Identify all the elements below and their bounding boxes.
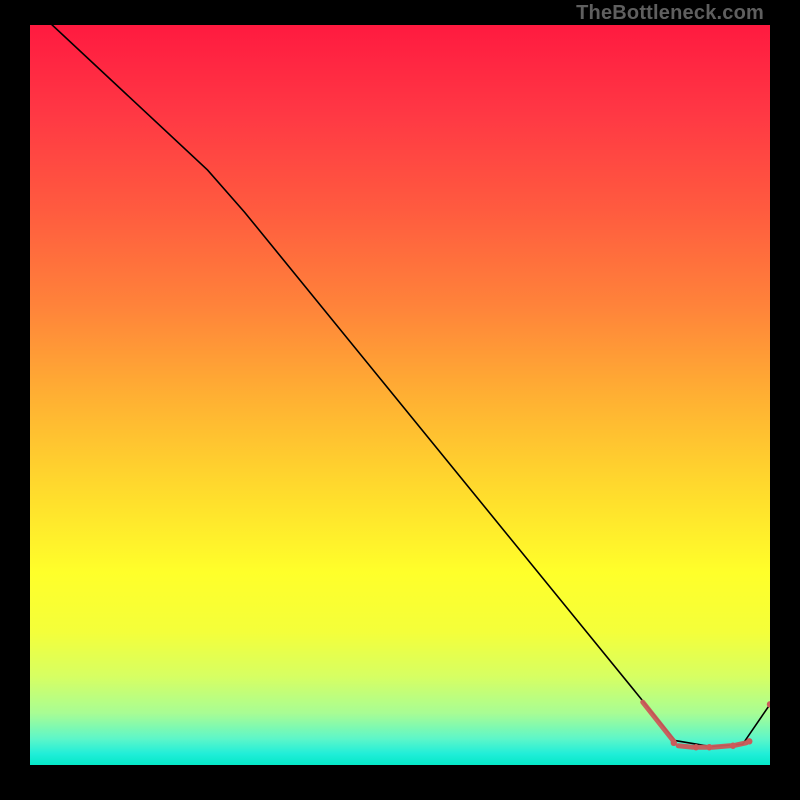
chart-background [30, 25, 770, 765]
overlay-segment [678, 746, 693, 747]
overlay-dot [706, 744, 712, 750]
chart-svg [30, 25, 770, 765]
overlay-dot [730, 743, 736, 749]
overlay-dot [746, 738, 752, 744]
chart-area [30, 25, 770, 765]
overlay-segment [736, 743, 746, 745]
overlay-dot [671, 740, 677, 746]
watermark-text: TheBottleneck.com [576, 2, 764, 25]
overlay-segment [712, 746, 730, 747]
overlay-dot [693, 744, 699, 750]
